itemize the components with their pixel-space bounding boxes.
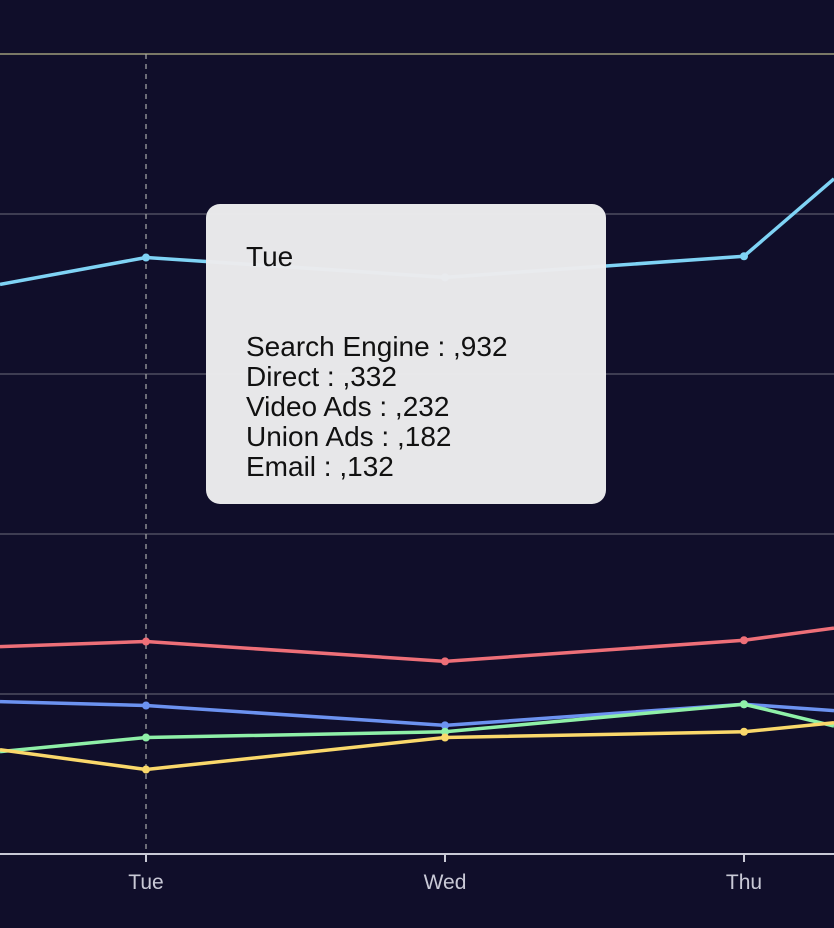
x-tick-label: Thu bbox=[726, 871, 762, 894]
series-line bbox=[0, 626, 834, 664]
data-point[interactable] bbox=[740, 252, 748, 261]
data-point[interactable] bbox=[142, 253, 150, 262]
data-point[interactable] bbox=[441, 733, 449, 742]
series-line bbox=[0, 721, 834, 772]
data-point[interactable] bbox=[740, 700, 748, 709]
tooltip-title: Tue bbox=[246, 241, 294, 272]
data-point[interactable] bbox=[142, 701, 150, 710]
tooltip-row-union-ads: Union Ads : ,182 bbox=[246, 421, 452, 452]
data-point[interactable] bbox=[142, 765, 150, 774]
data-point[interactable] bbox=[441, 657, 449, 666]
series-union-ads bbox=[0, 700, 834, 754]
data-point[interactable] bbox=[142, 637, 150, 646]
data-point[interactable] bbox=[441, 727, 449, 736]
data-point[interactable] bbox=[740, 727, 748, 736]
series-line bbox=[0, 699, 834, 728]
tooltip: Tue Search Engine : ,932 Direct : ,332 V… bbox=[206, 204, 606, 504]
x-axis: Tue Wed Thu bbox=[0, 853, 834, 894]
data-point[interactable] bbox=[142, 733, 150, 742]
x-tick-label: Wed bbox=[424, 871, 467, 894]
x-tick-label: Tue bbox=[128, 871, 163, 894]
series-line bbox=[0, 702, 834, 754]
tooltip-row-direct: Direct : ,332 bbox=[246, 361, 397, 392]
tooltip-row-email: Email : ,132 bbox=[246, 451, 394, 482]
tooltip-row-video-ads: Video Ads : ,232 bbox=[246, 391, 450, 422]
series-video-ads bbox=[0, 699, 834, 730]
series-email bbox=[0, 721, 834, 774]
data-point[interactable] bbox=[441, 721, 449, 730]
series-direct bbox=[0, 626, 834, 666]
data-point[interactable] bbox=[740, 636, 748, 645]
tooltip-row-search-engine: Search Engine : ,932 bbox=[246, 331, 508, 362]
